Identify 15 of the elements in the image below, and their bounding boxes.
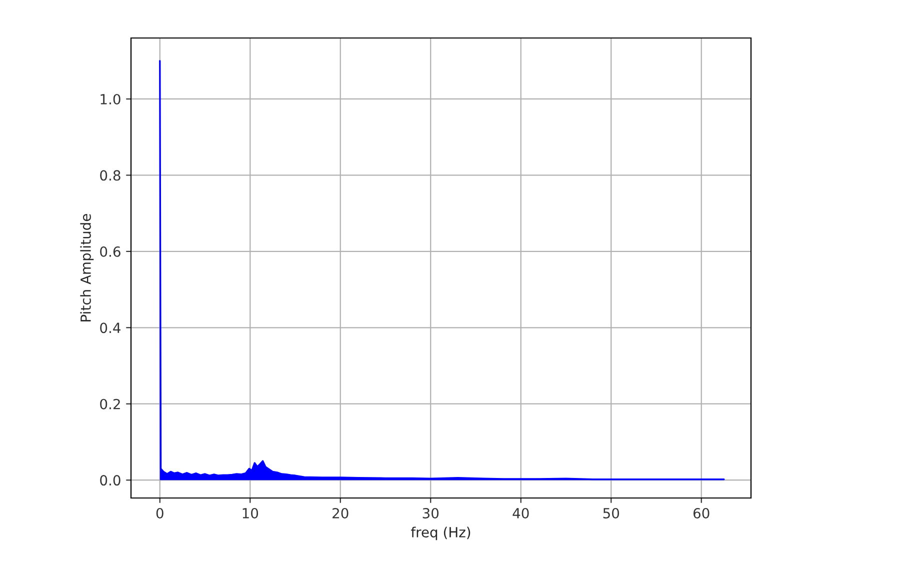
y-tick-label: 0.2: [100, 398, 120, 410]
y-axis-title: Pitch Amplitude: [80, 214, 94, 322]
x-tick-label: 30: [422, 508, 439, 518]
y-tick-label: 0.8: [100, 170, 120, 181]
x-tick-label: 20: [332, 508, 348, 518]
y-tick-label: 0.4: [100, 322, 120, 334]
x-tick-label: 60: [693, 508, 710, 518]
x-tick-label: 50: [603, 508, 620, 518]
y-tick-label: 0.0: [100, 475, 120, 486]
y-tick-label: 0.6: [100, 246, 120, 257]
x-tick-label: 10: [242, 508, 258, 518]
x-axis-title: freq (Hz): [411, 526, 470, 540]
x-tick-label: 40: [512, 508, 529, 518]
y-tick-label: 1.0: [100, 94, 120, 104]
x-tick-label: 0: [156, 508, 164, 518]
